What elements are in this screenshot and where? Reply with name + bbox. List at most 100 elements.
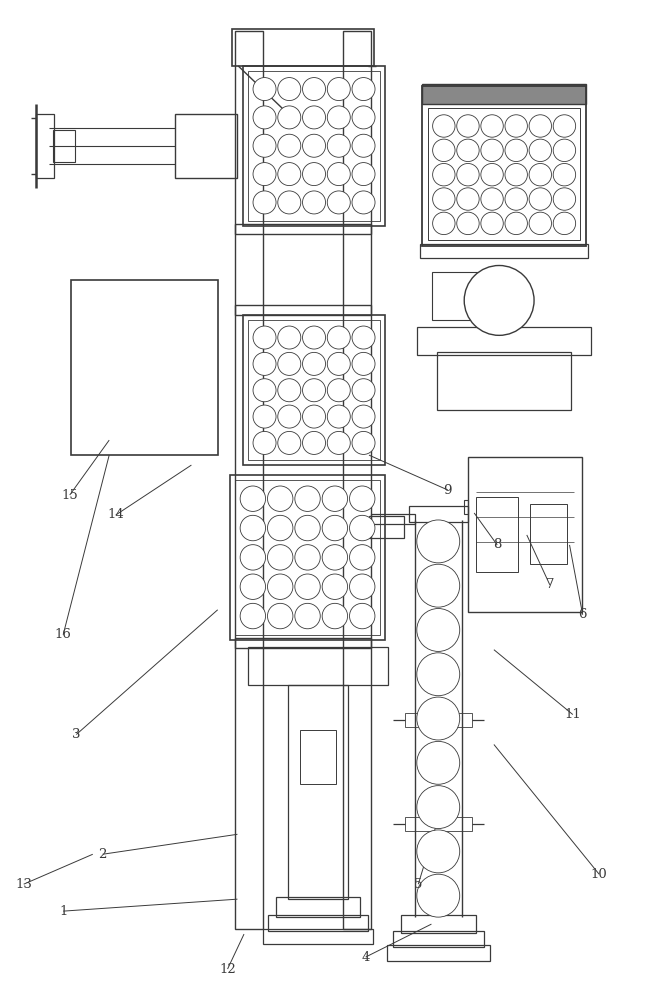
Circle shape — [302, 405, 326, 428]
Circle shape — [457, 115, 479, 137]
Circle shape — [481, 163, 503, 186]
Circle shape — [302, 352, 326, 375]
Circle shape — [529, 212, 552, 235]
Bar — [248, 320, 380, 460]
Circle shape — [278, 326, 301, 349]
Circle shape — [268, 486, 293, 511]
Circle shape — [302, 191, 326, 214]
Circle shape — [253, 134, 276, 157]
Circle shape — [352, 405, 375, 428]
Circle shape — [253, 379, 276, 402]
Bar — [232, 29, 374, 66]
Bar — [248, 71, 380, 221]
Circle shape — [328, 405, 351, 428]
Bar — [422, 84, 587, 104]
Bar — [464, 500, 468, 514]
Text: 3: 3 — [72, 728, 80, 741]
Bar — [230, 475, 385, 640]
Circle shape — [553, 139, 575, 162]
Bar — [401, 915, 476, 933]
Circle shape — [240, 515, 266, 541]
Circle shape — [349, 515, 375, 541]
Text: 16: 16 — [55, 628, 72, 641]
Circle shape — [302, 78, 326, 101]
Bar — [235, 31, 263, 929]
Bar — [53, 130, 74, 162]
Circle shape — [505, 115, 527, 137]
Bar — [175, 114, 237, 178]
Circle shape — [253, 78, 276, 101]
Bar — [432, 272, 497, 320]
Circle shape — [505, 163, 527, 186]
Bar — [276, 897, 360, 917]
Bar — [387, 945, 490, 961]
Circle shape — [240, 574, 266, 599]
Circle shape — [253, 106, 276, 129]
Bar — [420, 244, 588, 258]
Circle shape — [529, 163, 552, 186]
Circle shape — [352, 163, 375, 186]
Text: 13: 13 — [15, 878, 32, 891]
Circle shape — [278, 431, 301, 454]
Circle shape — [295, 574, 320, 599]
Circle shape — [553, 188, 575, 210]
Bar — [243, 315, 385, 465]
Circle shape — [457, 163, 479, 186]
Text: 4: 4 — [362, 951, 370, 964]
Text: 10: 10 — [590, 868, 608, 881]
Circle shape — [352, 326, 375, 349]
Circle shape — [457, 139, 479, 162]
Circle shape — [352, 431, 375, 454]
Circle shape — [352, 78, 375, 101]
Circle shape — [302, 106, 326, 129]
Text: 8: 8 — [493, 538, 501, 551]
Bar — [235, 638, 371, 648]
Circle shape — [278, 191, 301, 214]
Bar — [416, 327, 591, 355]
Circle shape — [481, 115, 503, 137]
Circle shape — [529, 115, 552, 137]
Circle shape — [553, 115, 575, 137]
Circle shape — [240, 545, 266, 570]
Bar — [263, 929, 373, 944]
Bar — [409, 506, 468, 522]
Circle shape — [432, 163, 455, 186]
Bar — [235, 224, 371, 234]
Bar — [369, 516, 404, 538]
Circle shape — [464, 265, 534, 335]
Circle shape — [505, 212, 527, 235]
Bar — [437, 352, 571, 410]
Circle shape — [352, 134, 375, 157]
Circle shape — [432, 188, 455, 210]
Text: 6: 6 — [579, 608, 587, 621]
Bar — [268, 915, 368, 931]
Circle shape — [416, 520, 460, 563]
Circle shape — [416, 830, 460, 873]
Circle shape — [302, 431, 326, 454]
Circle shape — [295, 486, 320, 511]
Circle shape — [253, 191, 276, 214]
Circle shape — [295, 515, 320, 541]
Circle shape — [457, 188, 479, 210]
Circle shape — [240, 603, 266, 629]
Circle shape — [505, 188, 527, 210]
Bar — [476, 497, 517, 572]
Circle shape — [505, 139, 527, 162]
Circle shape — [253, 163, 276, 186]
Text: 7: 7 — [546, 578, 554, 591]
Circle shape — [349, 603, 375, 629]
Circle shape — [416, 564, 460, 607]
Circle shape — [328, 134, 351, 157]
Bar — [71, 280, 218, 455]
Circle shape — [295, 545, 320, 570]
Circle shape — [328, 379, 351, 402]
Text: 2: 2 — [98, 848, 107, 861]
Circle shape — [328, 78, 351, 101]
Circle shape — [322, 515, 347, 541]
Circle shape — [529, 139, 552, 162]
Circle shape — [349, 574, 375, 599]
Circle shape — [278, 78, 301, 101]
Circle shape — [416, 874, 460, 917]
Circle shape — [278, 405, 301, 428]
Bar — [371, 514, 415, 524]
